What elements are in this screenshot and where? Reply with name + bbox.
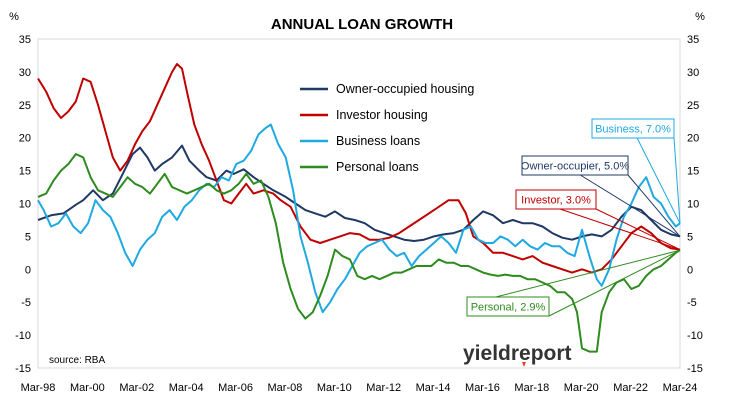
- y-tick-right: 10: [687, 199, 699, 211]
- series-layer: [37, 63, 681, 353]
- x-tick-label: Mar-02: [119, 382, 154, 394]
- annotation-box: [515, 189, 597, 210]
- annotation-box: [591, 118, 675, 139]
- y-tick-left: 0: [25, 264, 31, 276]
- y-tick-left: -15: [15, 363, 31, 375]
- x-tick-label: Mar-08: [268, 382, 303, 394]
- x-tick-label: Mar-20: [564, 382, 599, 394]
- legend: Owner-occupied housing Investor housing Bu…: [300, 82, 474, 174]
- y-tick-right: -15: [687, 363, 703, 375]
- annotation-box: [466, 296, 550, 317]
- y-tick-right: 30: [687, 67, 699, 79]
- y-tick-left: 15: [19, 166, 31, 178]
- plot-area-border: [37, 38, 681, 369]
- annotation-leaders: [495, 137, 681, 317]
- legend-label: Investor housing: [336, 108, 428, 122]
- series-line-investor-housing: [37, 63, 681, 274]
- x-tick-label: Mar-10: [317, 382, 352, 394]
- annotation-box: [521, 155, 629, 176]
- x-tick-label: Mar-12: [366, 382, 401, 394]
- y-tick-left: 30: [19, 67, 31, 79]
- x-axis: Mar-98 Mar-00 Mar-02 Mar-04 Mar-06 Mar-08 Mar-…: [21, 382, 698, 394]
- annotations: Business, 7.0% Owner-occupier, 5.0% Invest…: [466, 118, 675, 317]
- y-axis-unit-right: %: [695, 11, 705, 23]
- y-tick-left: -5: [21, 297, 31, 309]
- legend-label: Business loans: [336, 134, 420, 148]
- y-tick-left: 20: [19, 133, 31, 145]
- y-tick-right: 5: [687, 231, 693, 243]
- x-tick-label: Mar-18: [514, 382, 549, 394]
- annotation-leader: [559, 208, 681, 251]
- y-tick-right: 15: [687, 166, 699, 178]
- annotation-leader: [595, 208, 681, 251]
- annotation-leader: [548, 249, 681, 317]
- series-line-business-loans: [37, 123, 681, 314]
- y-axis-right: 35 30 25 20 15 10 5 0 -5 -10 -15: [687, 34, 703, 375]
- annotation-label: Investor, 3.0%: [521, 195, 591, 207]
- x-tick-label: Mar-06: [218, 382, 253, 394]
- x-tick-label: Mar-14: [416, 382, 451, 394]
- x-tick-label: Mar-98: [21, 382, 56, 394]
- y-tick-right: 0: [687, 264, 693, 276]
- annotation-leader: [580, 174, 681, 237]
- y-axis-unit-left: %: [9, 11, 19, 23]
- y-tick-left: 5: [25, 231, 31, 243]
- y-tick-right: -5: [687, 297, 697, 309]
- y-tick-right: -10: [687, 330, 703, 342]
- series-line-personal-loans: [37, 153, 681, 353]
- series-line-owner-occupied-housing: [37, 144, 681, 242]
- annotation-leader: [627, 174, 681, 237]
- y-tick-left: 25: [19, 100, 31, 112]
- y-tick-left: 10: [19, 199, 31, 211]
- annotation-leader: [495, 249, 681, 298]
- legend-label: Personal loans: [336, 160, 419, 174]
- annotation-label: Owner-occupier, 5.0%: [521, 161, 629, 173]
- y-tick-right: 25: [687, 100, 699, 112]
- source-note: source: RBA: [49, 355, 105, 366]
- annotation-leader: [636, 137, 681, 224]
- x-tick-label: Mar-24: [663, 382, 698, 394]
- y-tick-right: 20: [687, 133, 699, 145]
- logo-accent-mark: [522, 362, 526, 367]
- x-tick-label: Mar-16: [465, 382, 500, 394]
- annotation-label: Business, 7.0%: [595, 124, 671, 136]
- legend-label: Owner-occupied housing: [336, 82, 474, 96]
- chart-title: ANNUAL LOAN GROWTH: [271, 16, 453, 33]
- logo-text: yieldreport: [463, 342, 572, 365]
- y-axis-left: 35 30 25 20 15 10 5 0 -5 -10 -15: [15, 34, 31, 375]
- y-tick-right: 35: [687, 34, 699, 46]
- yieldreport-logo: yieldreport: [463, 342, 572, 365]
- x-tick-label: Mar-22: [613, 382, 648, 394]
- y-tick-left: 35: [19, 34, 31, 46]
- x-tick-label: Mar-04: [169, 382, 204, 394]
- annotation-label: Personal, 2.9%: [471, 302, 546, 314]
- x-tick-label: Mar-00: [70, 382, 105, 394]
- y-tick-left: -10: [15, 330, 31, 342]
- annotation-leader: [673, 137, 681, 224]
